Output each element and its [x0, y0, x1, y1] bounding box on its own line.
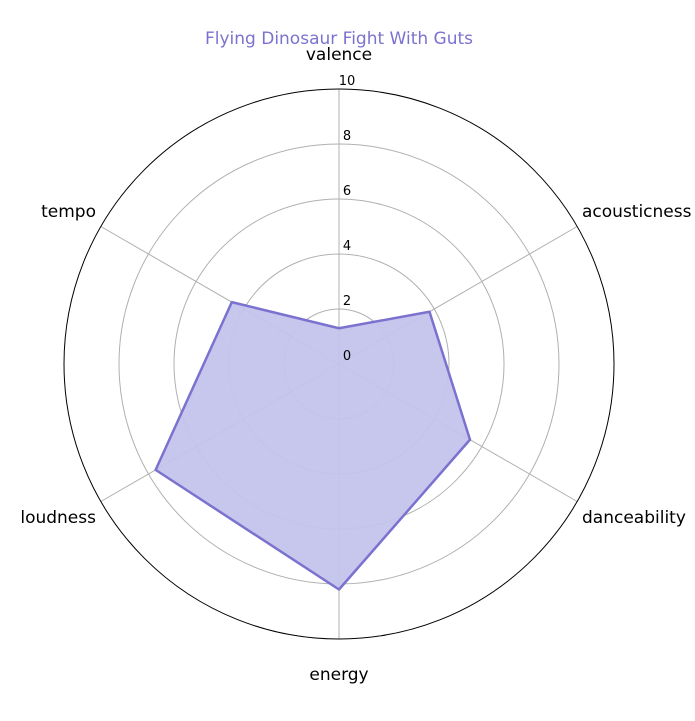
axis-label-danceability: danceability — [582, 508, 686, 528]
chart-title: Flying Dinosaur Fight With Guts — [205, 29, 473, 49]
radial-tick-label: 0 — [343, 349, 351, 364]
outer-frame — [63, 88, 615, 640]
tick-layer: 0 2 4 6 8 10 — [339, 74, 356, 364]
axis-label-loudness: loudness — [20, 508, 96, 528]
axis-label-acousticness: acousticness — [582, 202, 692, 222]
series-layer — [154, 300, 472, 591]
axis-label-energy: energy — [309, 665, 368, 685]
radial-tick-label: 4 — [343, 239, 351, 254]
radial-tick-label: 2 — [343, 294, 351, 309]
radial-tick-label: 10 — [339, 74, 356, 89]
axis-label-layer: valence acousticness danceability energy lou… — [20, 45, 691, 685]
axis-label-tempo: tempo — [41, 202, 96, 222]
radial-tick-label: 6 — [343, 184, 351, 199]
series-area — [154, 300, 472, 591]
radial-tick-label: 8 — [343, 129, 351, 144]
axis-label-valence: valence — [306, 45, 372, 65]
